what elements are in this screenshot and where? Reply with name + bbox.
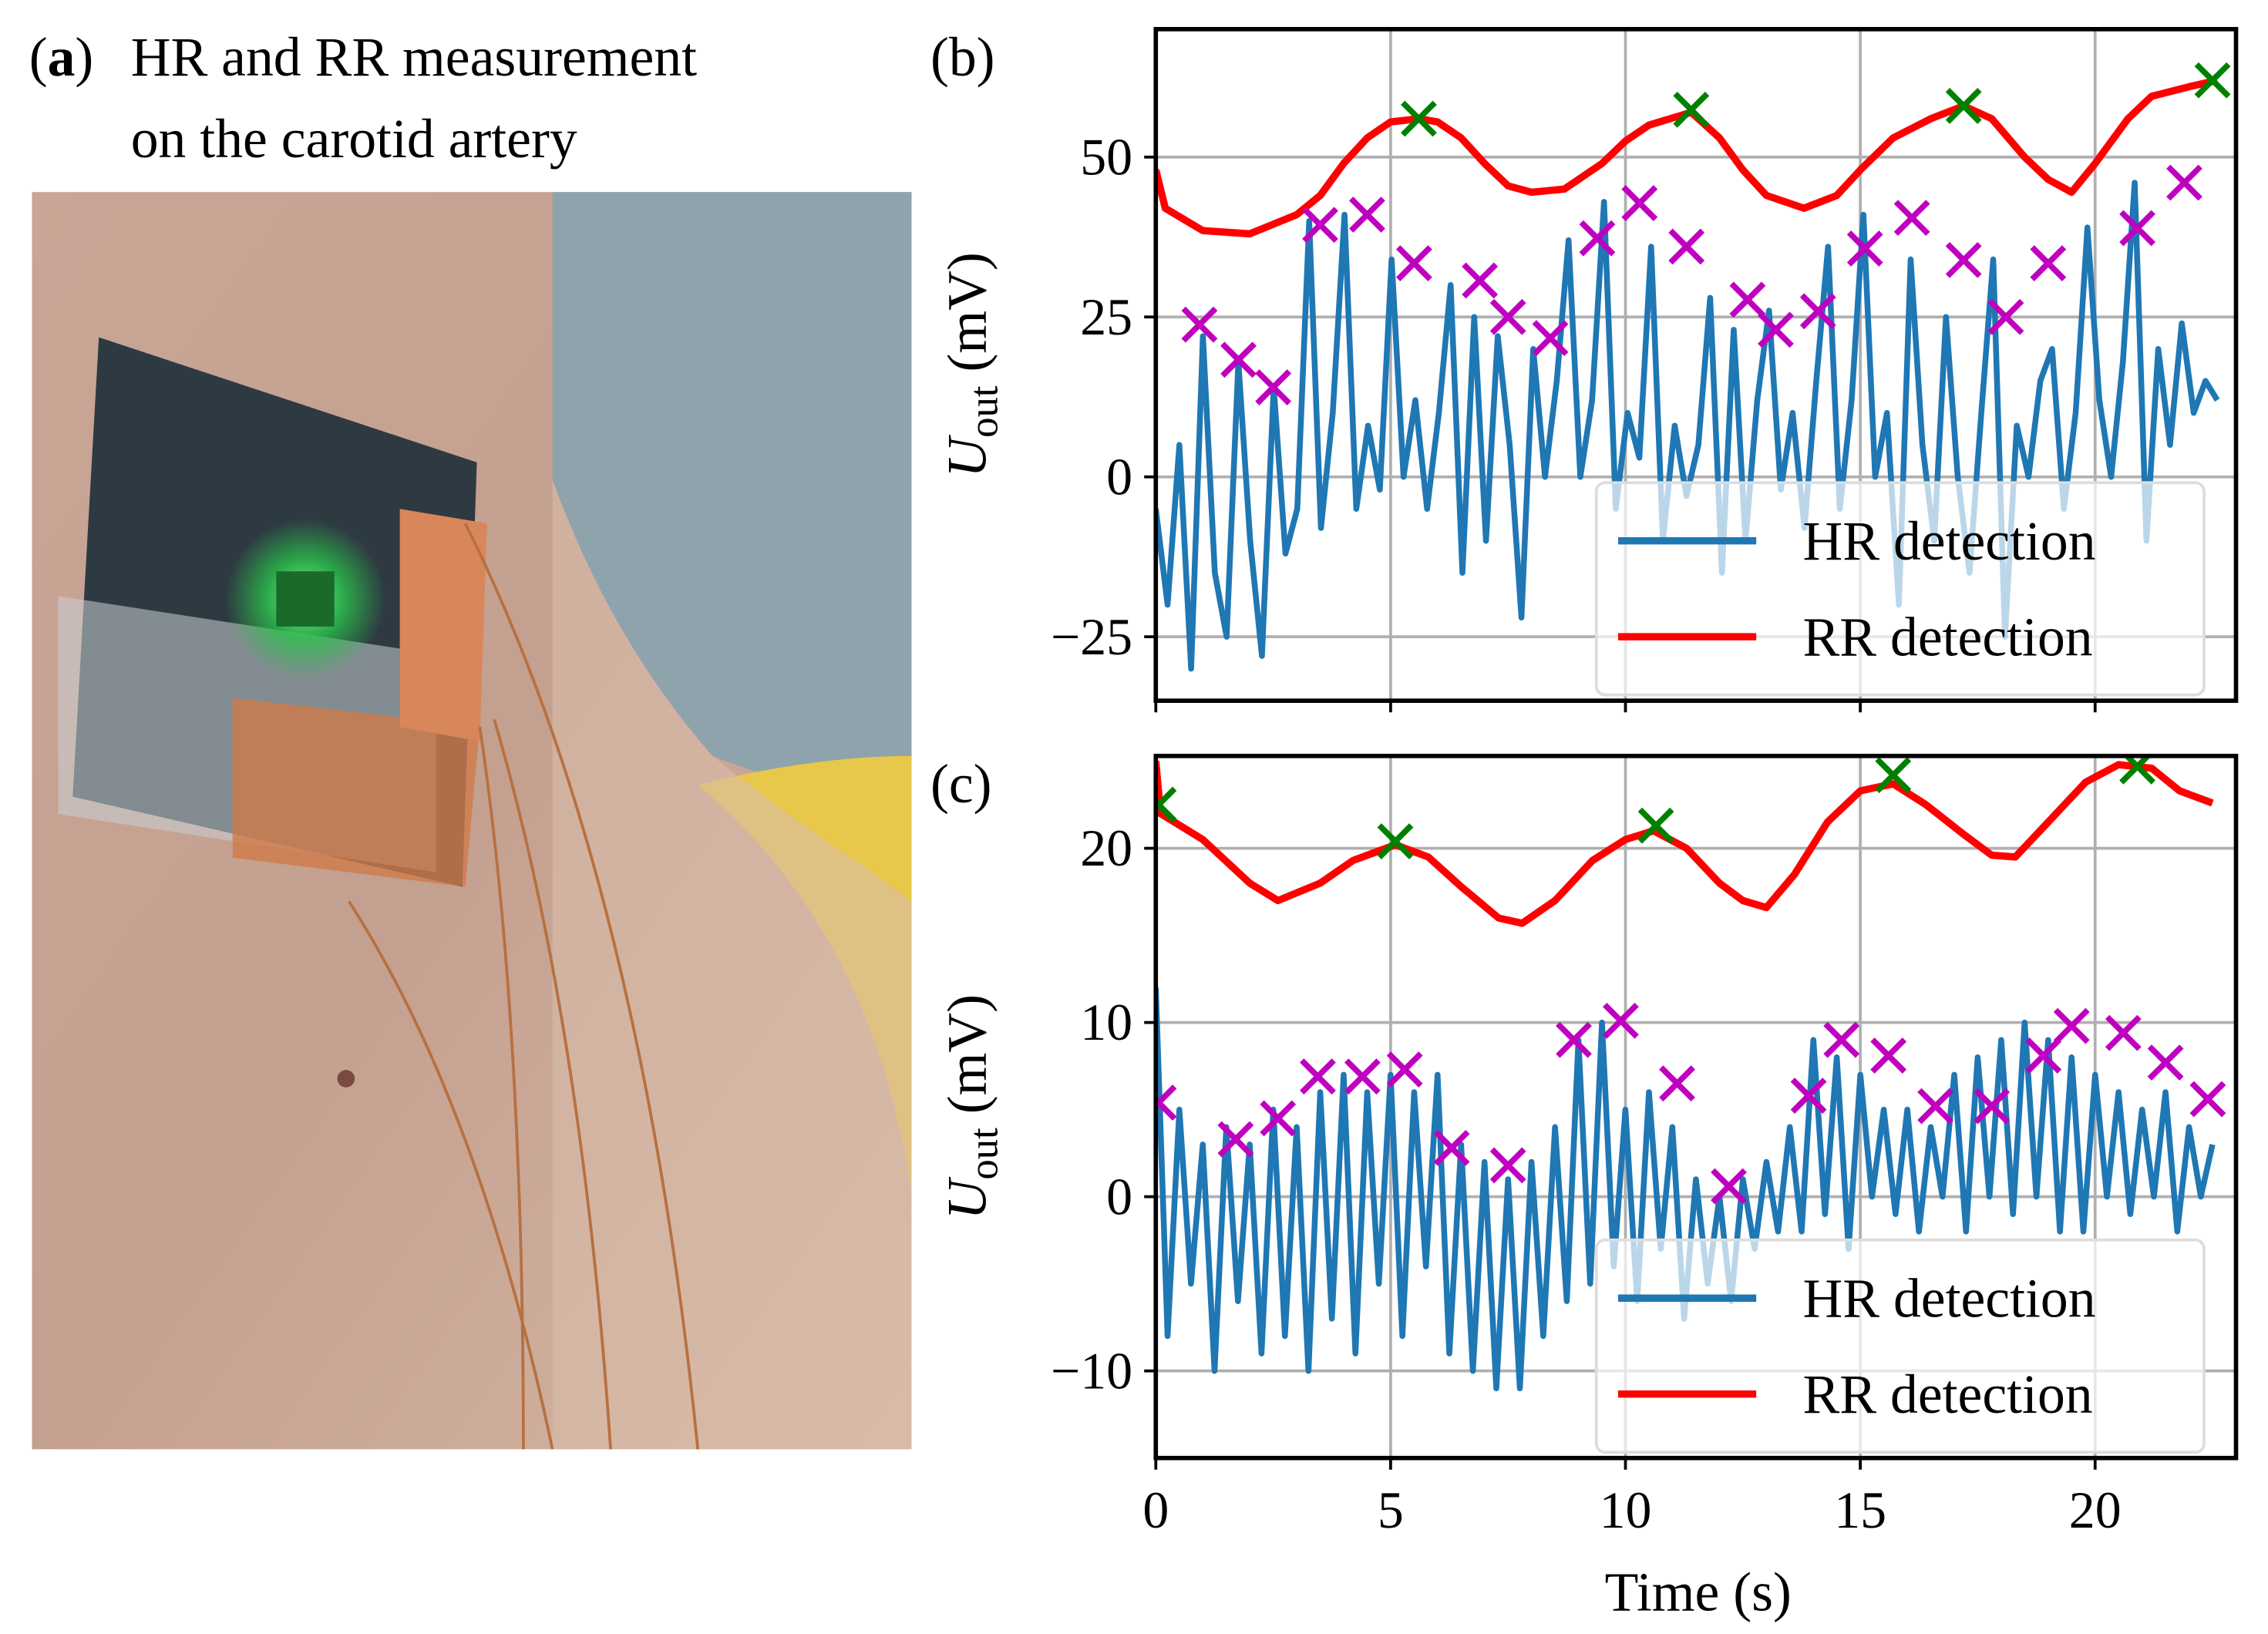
rr-peak-marker: [2119, 755, 2155, 785]
x-tick-label: 10: [1600, 1481, 1652, 1539]
rr-peak-marker: [1673, 91, 1710, 128]
legend-rr-label: RR detection: [1803, 1363, 2093, 1425]
rr-detection-line: [1156, 76, 2219, 238]
x-tick-label: 0: [1142, 1481, 1169, 1539]
y-axis-label: Uout (mV): [937, 994, 1007, 1219]
hr-peak-marker: [1603, 1002, 1639, 1039]
y-axis-label-subscript: out: [962, 385, 1007, 438]
y-tick-label: −10: [1051, 1342, 1132, 1400]
x-axis-label: Time (s): [1605, 1562, 1792, 1623]
hr-peak-marker: [1917, 1088, 1954, 1125]
hr-peak-marker: [1489, 1147, 1526, 1184]
panel-c-label: (c): [930, 753, 992, 815]
y-tick-label: 50: [1080, 128, 1132, 186]
hr-peak-marker: [2053, 1007, 2090, 1044]
hr-peak-marker: [1823, 1021, 1860, 1058]
x-tick-label: 15: [1834, 1481, 1886, 1539]
plot-area: [1156, 62, 2231, 672]
hr-peak-marker: [1556, 1021, 1592, 1058]
hr-peak-marker: [1300, 1058, 1336, 1095]
y-tick-label: 20: [1080, 819, 1132, 877]
y-tick-label: 0: [1106, 1168, 1132, 1226]
hr-peak-marker: [1395, 245, 1432, 281]
legend-box: [1594, 1238, 2206, 1454]
hr-peak-marker: [1846, 230, 1883, 267]
rr-peak-marker: [1945, 88, 1982, 124]
rr-detection-line: [1156, 761, 2214, 927]
hr-peak-marker: [1659, 1065, 1695, 1102]
y-axis-label-subscript: out: [962, 1128, 1007, 1180]
hr-peak-marker: [1799, 293, 1836, 330]
y-tick-label: 10: [1080, 994, 1132, 1051]
hr-peak-marker: [1621, 185, 1658, 221]
panel-a-title-line2: on the carotid artery: [131, 108, 577, 170]
rr-peak-marker: [1156, 786, 1177, 823]
y-tick-label: 0: [1106, 448, 1132, 506]
hr-peak-marker: [1893, 200, 1930, 237]
y-axis-label-symbol: U: [937, 1176, 998, 1219]
rr-peak-marker: [1875, 757, 1912, 794]
svg-text:(a): (a): [29, 26, 94, 88]
hr-peak-marker: [2030, 245, 2067, 281]
hr-peak-marker: [1260, 1100, 1297, 1137]
legend: HR detection RR detection: [1594, 1238, 2206, 1454]
x-tick-label: 5: [1378, 1481, 1404, 1539]
legend: HR detection RR detection: [1594, 481, 2206, 697]
hr-peak-marker: [1579, 220, 1616, 257]
hr-peak-marker: [1220, 341, 1257, 378]
hr-peak-marker: [1790, 1078, 1827, 1114]
panel-b-label: (b): [930, 26, 995, 88]
hr-peak-marker: [2119, 210, 2155, 247]
rr-peak-marker: [1377, 823, 1414, 859]
hr-peak-marker: [1489, 298, 1526, 335]
y-tick-label: 25: [1080, 288, 1132, 346]
hr-peak-marker: [1729, 281, 1766, 318]
rr-peak-marker: [1637, 807, 1674, 844]
hr-peak-marker: [2105, 1014, 2142, 1051]
y-axis-label-unit: (mV): [937, 252, 998, 385]
hr-peak-marker: [2189, 1081, 2226, 1118]
axes-frame: [1153, 27, 2239, 703]
hr-peak-marker: [1349, 197, 1385, 233]
hr-peak-marker: [1758, 311, 1794, 348]
legend-hr-label: HR detection: [1803, 510, 2096, 572]
plot-area: [1156, 755, 2226, 1392]
hr-peak-marker: [1181, 306, 1218, 343]
legend-hr-label: HR detection: [1803, 1268, 2096, 1330]
hr-peak-marker: [2147, 1044, 2184, 1081]
hr-peak-marker: [1532, 320, 1569, 357]
y-axis-label: Uout (mV): [937, 252, 1007, 477]
hr-peak-marker: [1156, 1084, 1177, 1121]
hr-peak-marker: [1945, 241, 1982, 278]
legend-box: [1594, 481, 2206, 697]
hr-peak-marker: [1302, 207, 1338, 244]
chart-panel-c: HR detection RR detection 0 5 10 15 20 −10 0 10 20…: [937, 753, 2239, 1539]
x-tick-label: 20: [2069, 1481, 2122, 1539]
axes-frame: [1153, 753, 2239, 1461]
hr-peak-marker: [2166, 164, 2202, 201]
carotid-photo: [32, 192, 912, 1450]
y-axis-label-unit: (mV): [937, 994, 998, 1128]
hr-peak-marker: [1974, 1088, 2011, 1125]
hr-peak-marker: [1217, 1121, 1254, 1158]
panel-a-title-line1: HR and RR measurement: [131, 26, 697, 88]
hr-peak-marker: [1870, 1037, 1907, 1074]
hr-peak-marker: [2025, 1037, 2062, 1074]
chart-panel-b: HR detection RR detection −25 0 25 50 Uout (mV…: [937, 27, 2239, 713]
y-tick-label: −25: [1051, 608, 1132, 666]
y-axis-label-symbol: U: [937, 435, 998, 478]
legend-rr-label: RR detection: [1803, 607, 2093, 668]
hr-peak-marker: [1668, 228, 1705, 265]
hr-peak-marker: [1386, 1051, 1423, 1088]
hr-peak-marker: [1711, 1168, 1747, 1205]
hr-peak-marker: [1433, 1129, 1470, 1166]
rr-peak-marker: [2194, 62, 2231, 99]
panel-a-label: (a): [29, 26, 94, 88]
hr-peak-marker: [1987, 298, 2024, 335]
hr-peak-marker: [1344, 1058, 1381, 1095]
hr-peak-marker: [1255, 369, 1292, 405]
rr-peak-marker: [1401, 100, 1437, 137]
hr-peak-marker: [1462, 262, 1499, 299]
